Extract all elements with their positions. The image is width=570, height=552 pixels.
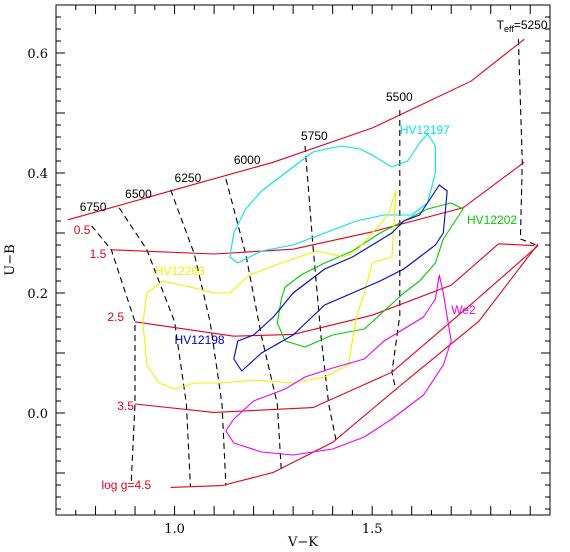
loop-hv12203 xyxy=(142,190,397,390)
x-axis-title: V−K xyxy=(287,535,318,550)
y-tick-label: 0.4 xyxy=(27,167,48,182)
star-loops xyxy=(142,133,464,456)
loop-hv12197 xyxy=(229,133,436,264)
chart-labels: 6750 6500 6250 6000 5750 5500 Teff=5250 0.5 1.5 2… xyxy=(74,18,548,492)
teff-label-5750: 5750 xyxy=(301,129,328,143)
teff-label-6750: 6750 xyxy=(80,200,107,214)
x-tick-label: 1.5 xyxy=(362,522,383,537)
teff-line-5500 xyxy=(391,110,401,391)
star-label-hv12198: HV12198 xyxy=(175,333,225,347)
loop-hv12202 xyxy=(276,202,464,348)
teff-line-6000 xyxy=(225,178,282,471)
logg-line-3-5 xyxy=(134,245,539,413)
teff-label-6250: 6250 xyxy=(175,171,202,185)
star-label-hv12197: HV12197 xyxy=(400,123,450,137)
teff-label-5500: 5500 xyxy=(386,90,413,104)
logg-lines xyxy=(67,38,539,488)
axis-tick-labels: 1.0 1.5 0.0 0.2 0.4 0.6 xyxy=(27,47,382,537)
y-tick-label: 0.6 xyxy=(27,47,48,62)
plot-area xyxy=(55,4,551,516)
star-label-we2: We2 xyxy=(451,303,476,317)
teff-line-6750 xyxy=(91,225,136,486)
logg-label-log-g-4-5: log g=4.5 xyxy=(101,478,151,492)
y-tick-label: 0.2 xyxy=(27,287,48,302)
logg-label-3-5: 3.5 xyxy=(117,399,134,413)
star-label-hv12203: HV12203 xyxy=(155,264,205,278)
loop-hv12198 xyxy=(233,184,448,372)
y-tick-label: 0.0 xyxy=(27,407,48,422)
logg-line-log-g-4-5 xyxy=(170,243,539,488)
logg-line-1-5 xyxy=(111,161,525,255)
loop-we2 xyxy=(225,274,452,456)
x-tick-label: 1.0 xyxy=(164,522,185,537)
teff-label-6000: 6000 xyxy=(234,153,261,167)
logg-label-0-5: 0.5 xyxy=(74,223,91,237)
teff-line-t-eff-5250 xyxy=(517,39,539,247)
logg-line-2-5 xyxy=(134,243,535,337)
logg-line-0-5 xyxy=(67,38,525,221)
y-axis-title: U−B xyxy=(3,244,18,275)
axis-ticks xyxy=(56,5,551,515)
teff-line-6500 xyxy=(118,207,191,487)
teff-label-6500: 6500 xyxy=(125,187,152,201)
logg-label-2-5: 2.5 xyxy=(107,310,124,324)
logg-label-1-5: 1.5 xyxy=(90,247,107,261)
teff-line-5750 xyxy=(304,145,338,444)
plot-frame xyxy=(55,4,551,516)
teff-lines xyxy=(91,39,539,487)
star-label-hv12202: HV12202 xyxy=(467,213,517,227)
teff-label-t-eff-5250: Teff=5250 xyxy=(497,18,548,34)
teff-line-6250 xyxy=(170,189,227,486)
